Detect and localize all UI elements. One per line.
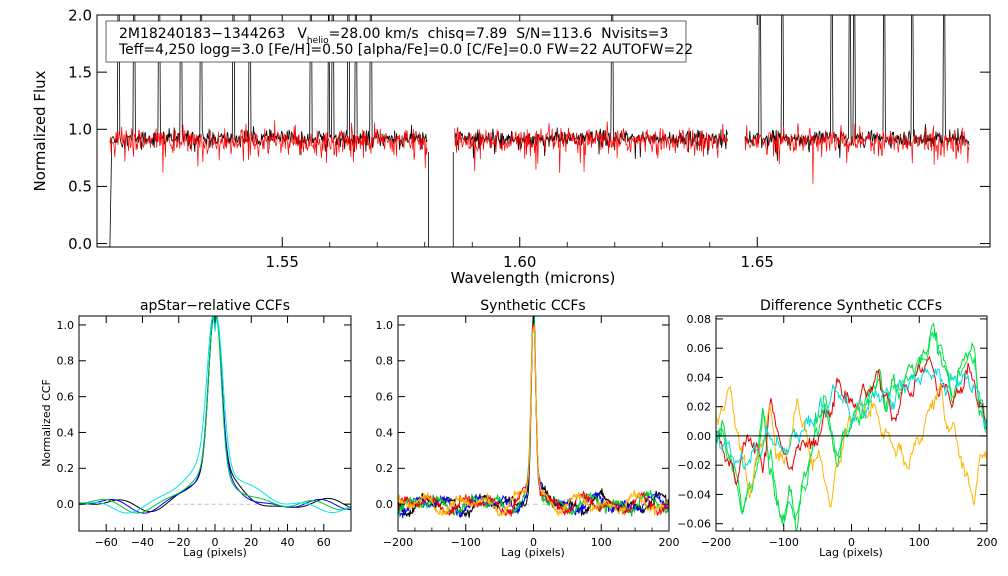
synthetic-xlabel: Lag (pixels) (501, 546, 565, 559)
apstar-xtick-label: −40 (131, 536, 154, 549)
spectrum-ytick-label: 2.0 (68, 6, 92, 24)
difference-xtick-label: 200 (977, 536, 998, 549)
spectrum-ytick-label: 1.5 (68, 63, 92, 81)
difference-ytick-label: −0.02 (677, 459, 711, 472)
annotation-vhelio-sub: helio (307, 36, 329, 46)
annotation-star: 2M18240183−1344263 (119, 26, 285, 42)
apstar-ccf-panel: −60 −40 −20 0 20 40 60 0.0 0.2 0.4 0.6 0.8 1.0 apSta… (40, 298, 352, 559)
spectrum-xtick-label: 1.55 (266, 253, 299, 271)
synthetic-xtick-label: 200 (659, 536, 680, 549)
apstar-ytick-label: 0.6 (57, 390, 75, 403)
difference-ytick-label: −0.04 (677, 488, 711, 501)
annotation-vhelio-value: =28.00 km/s (329, 26, 419, 42)
synthetic-ytick-label: 0.0 (376, 498, 394, 511)
annotation-frame (105, 20, 687, 63)
spectrum-annotation-box: 2M18240183−1344263 Vhelio=28.00 km/s chisq… (105, 20, 693, 63)
annotation-nvisits: Nvisits=3 (601, 26, 668, 42)
synthetic-series-visit-4 (398, 322, 669, 517)
synthetic-xtick-label: −100 (451, 536, 481, 549)
synthetic-xtick-label: 100 (591, 536, 612, 549)
difference-ytick-label: 0.06 (687, 342, 712, 355)
difference-ytick-label: 0.02 (687, 401, 712, 414)
spectrum-ytick-label: 0.0 (68, 235, 92, 253)
spectrum-ytick-label: 1.0 (68, 121, 92, 139)
spectrum-series-best-fit-synthetic (109, 120, 970, 184)
difference-ytick-label: 0.04 (687, 371, 712, 384)
apstar-data-layer (79, 316, 351, 514)
difference-xtick-label: −200 (701, 536, 731, 549)
apstar-ytick-label: 0.2 (57, 462, 75, 475)
apstar-xlabel: Lag (pixels) (183, 546, 247, 559)
apstar-ytick-label: 0.4 (57, 426, 75, 439)
synthetic-xtick-label: −200 (383, 536, 413, 549)
difference-series-cyan (716, 366, 987, 470)
difference-xtick-label: −100 (769, 536, 799, 549)
spectrum-panel: 1.55 1.60 1.65 0.0 0.5 1.0 1.5 2.0 Wavelength (… (31, 6, 991, 287)
apstar-ytick-label: 0.0 (57, 498, 75, 511)
apstar-series-visit-3 (79, 316, 351, 514)
apstar-xtick-label: 20 (244, 536, 258, 549)
apstar-ytick-label: 1.0 (57, 319, 75, 332)
apstar-ytick-label: 0.8 (57, 355, 75, 368)
spectrum-data-layer (109, 15, 970, 247)
annotation-vhelio-label: V (297, 26, 307, 42)
difference-series-red (716, 355, 987, 486)
apstar-xtick-label: 0 (212, 536, 219, 549)
difference-series-green-a (716, 322, 987, 531)
spectrum-tick-layer: 1.55 1.60 1.65 0.0 0.5 1.0 1.5 2.0 (68, 6, 990, 271)
spectrum-ytick-label: 0.5 (68, 178, 92, 196)
apstar-series-visit-4 (79, 316, 351, 514)
synthetic-xtick-label: 0 (530, 536, 537, 549)
difference-ccf-panel: −200 −100 0 100 200 −0.06 −0.04 −0.02 0.00 0.02 0.… (677, 298, 997, 559)
difference-title: Difference Synthetic CCFs (760, 298, 942, 314)
spectrum-xlabel: Wavelength (microns) (451, 269, 616, 287)
annotation-line2: Teff=4,250 logg=3.0 [Fe/H]=0.50 [alpha/F… (118, 42, 693, 58)
apstar-tick-layer: −60 −40 −20 0 20 40 60 0.0 0.2 0.4 0.6 0.8 1.0 (57, 316, 351, 549)
apstar-xtick-label: −60 (95, 536, 118, 549)
difference-xtick-label: 0 (848, 536, 855, 549)
synthetic-axes-frame (397, 315, 670, 532)
synthetic-ytick-label: 0.4 (376, 426, 394, 439)
apstar-axes-frame (78, 315, 352, 532)
synthetic-series-visit-3 (398, 316, 669, 517)
difference-series-green-b (716, 330, 987, 527)
spectrum-ylabel: Normalized Flux (31, 70, 49, 191)
synthetic-tick-layer: −200 −100 0 100 200 0.0 0.2 0.4 0.6 0.8 1.0 (376, 316, 680, 549)
synthetic-series-visit-1 (398, 321, 669, 518)
apstar-xtick-label: −20 (167, 536, 190, 549)
difference-ytick-label: 0.00 (687, 430, 712, 443)
annotation-snr: S/N=113.6 (516, 26, 592, 42)
synthetic-ytick-label: 0.8 (376, 355, 394, 368)
apstar-series-visit-1 (79, 316, 351, 513)
difference-ytick-label: −0.06 (677, 518, 711, 531)
synthetic-data-layer (398, 316, 669, 519)
annotation-line1: 2M18240183−1344263 Vhelio=28.00 km/s chisq… (119, 26, 668, 46)
spectrum-axes-frame (96, 14, 991, 248)
difference-xtick-label: 100 (909, 536, 930, 549)
apstar-xtick-label: 40 (281, 536, 295, 549)
synthetic-title: Synthetic CCFs (480, 298, 585, 314)
difference-data-layer (716, 322, 987, 531)
spectrum-xtick-label: 1.65 (741, 253, 774, 271)
annotation-chisq: chisq=7.89 (428, 26, 508, 42)
synthetic-series-visit-5 (398, 325, 669, 518)
difference-ytick-label: 0.08 (687, 313, 712, 326)
synthetic-ytick-label: 0.2 (376, 462, 394, 475)
apstar-xtick-label: 60 (317, 536, 331, 549)
apstar-ylabel: Normalized CCF (40, 379, 53, 467)
difference-xlabel: Lag (pixels) (819, 546, 883, 559)
synthetic-series-visit-2 (398, 316, 669, 519)
difference-axes-frame (715, 315, 988, 532)
spectrum-xtick-label: 1.60 (503, 253, 536, 271)
synthetic-ytick-label: 0.6 (376, 390, 394, 403)
apstar-title: apStar−relative CCFs (140, 298, 290, 314)
synthetic-ccf-panel: −200 −100 0 100 200 0.0 0.2 0.4 0.6 0.8 1.0 Synthe… (376, 298, 680, 559)
apstar-series-visit-2 (79, 316, 351, 514)
synthetic-ytick-label: 1.0 (376, 319, 394, 332)
spectrum-series-observed-spectrum (109, 15, 970, 247)
difference-tick-layer: −200 −100 0 100 200 −0.06 −0.04 −0.02 0.00 0.02 0.… (677, 313, 997, 549)
